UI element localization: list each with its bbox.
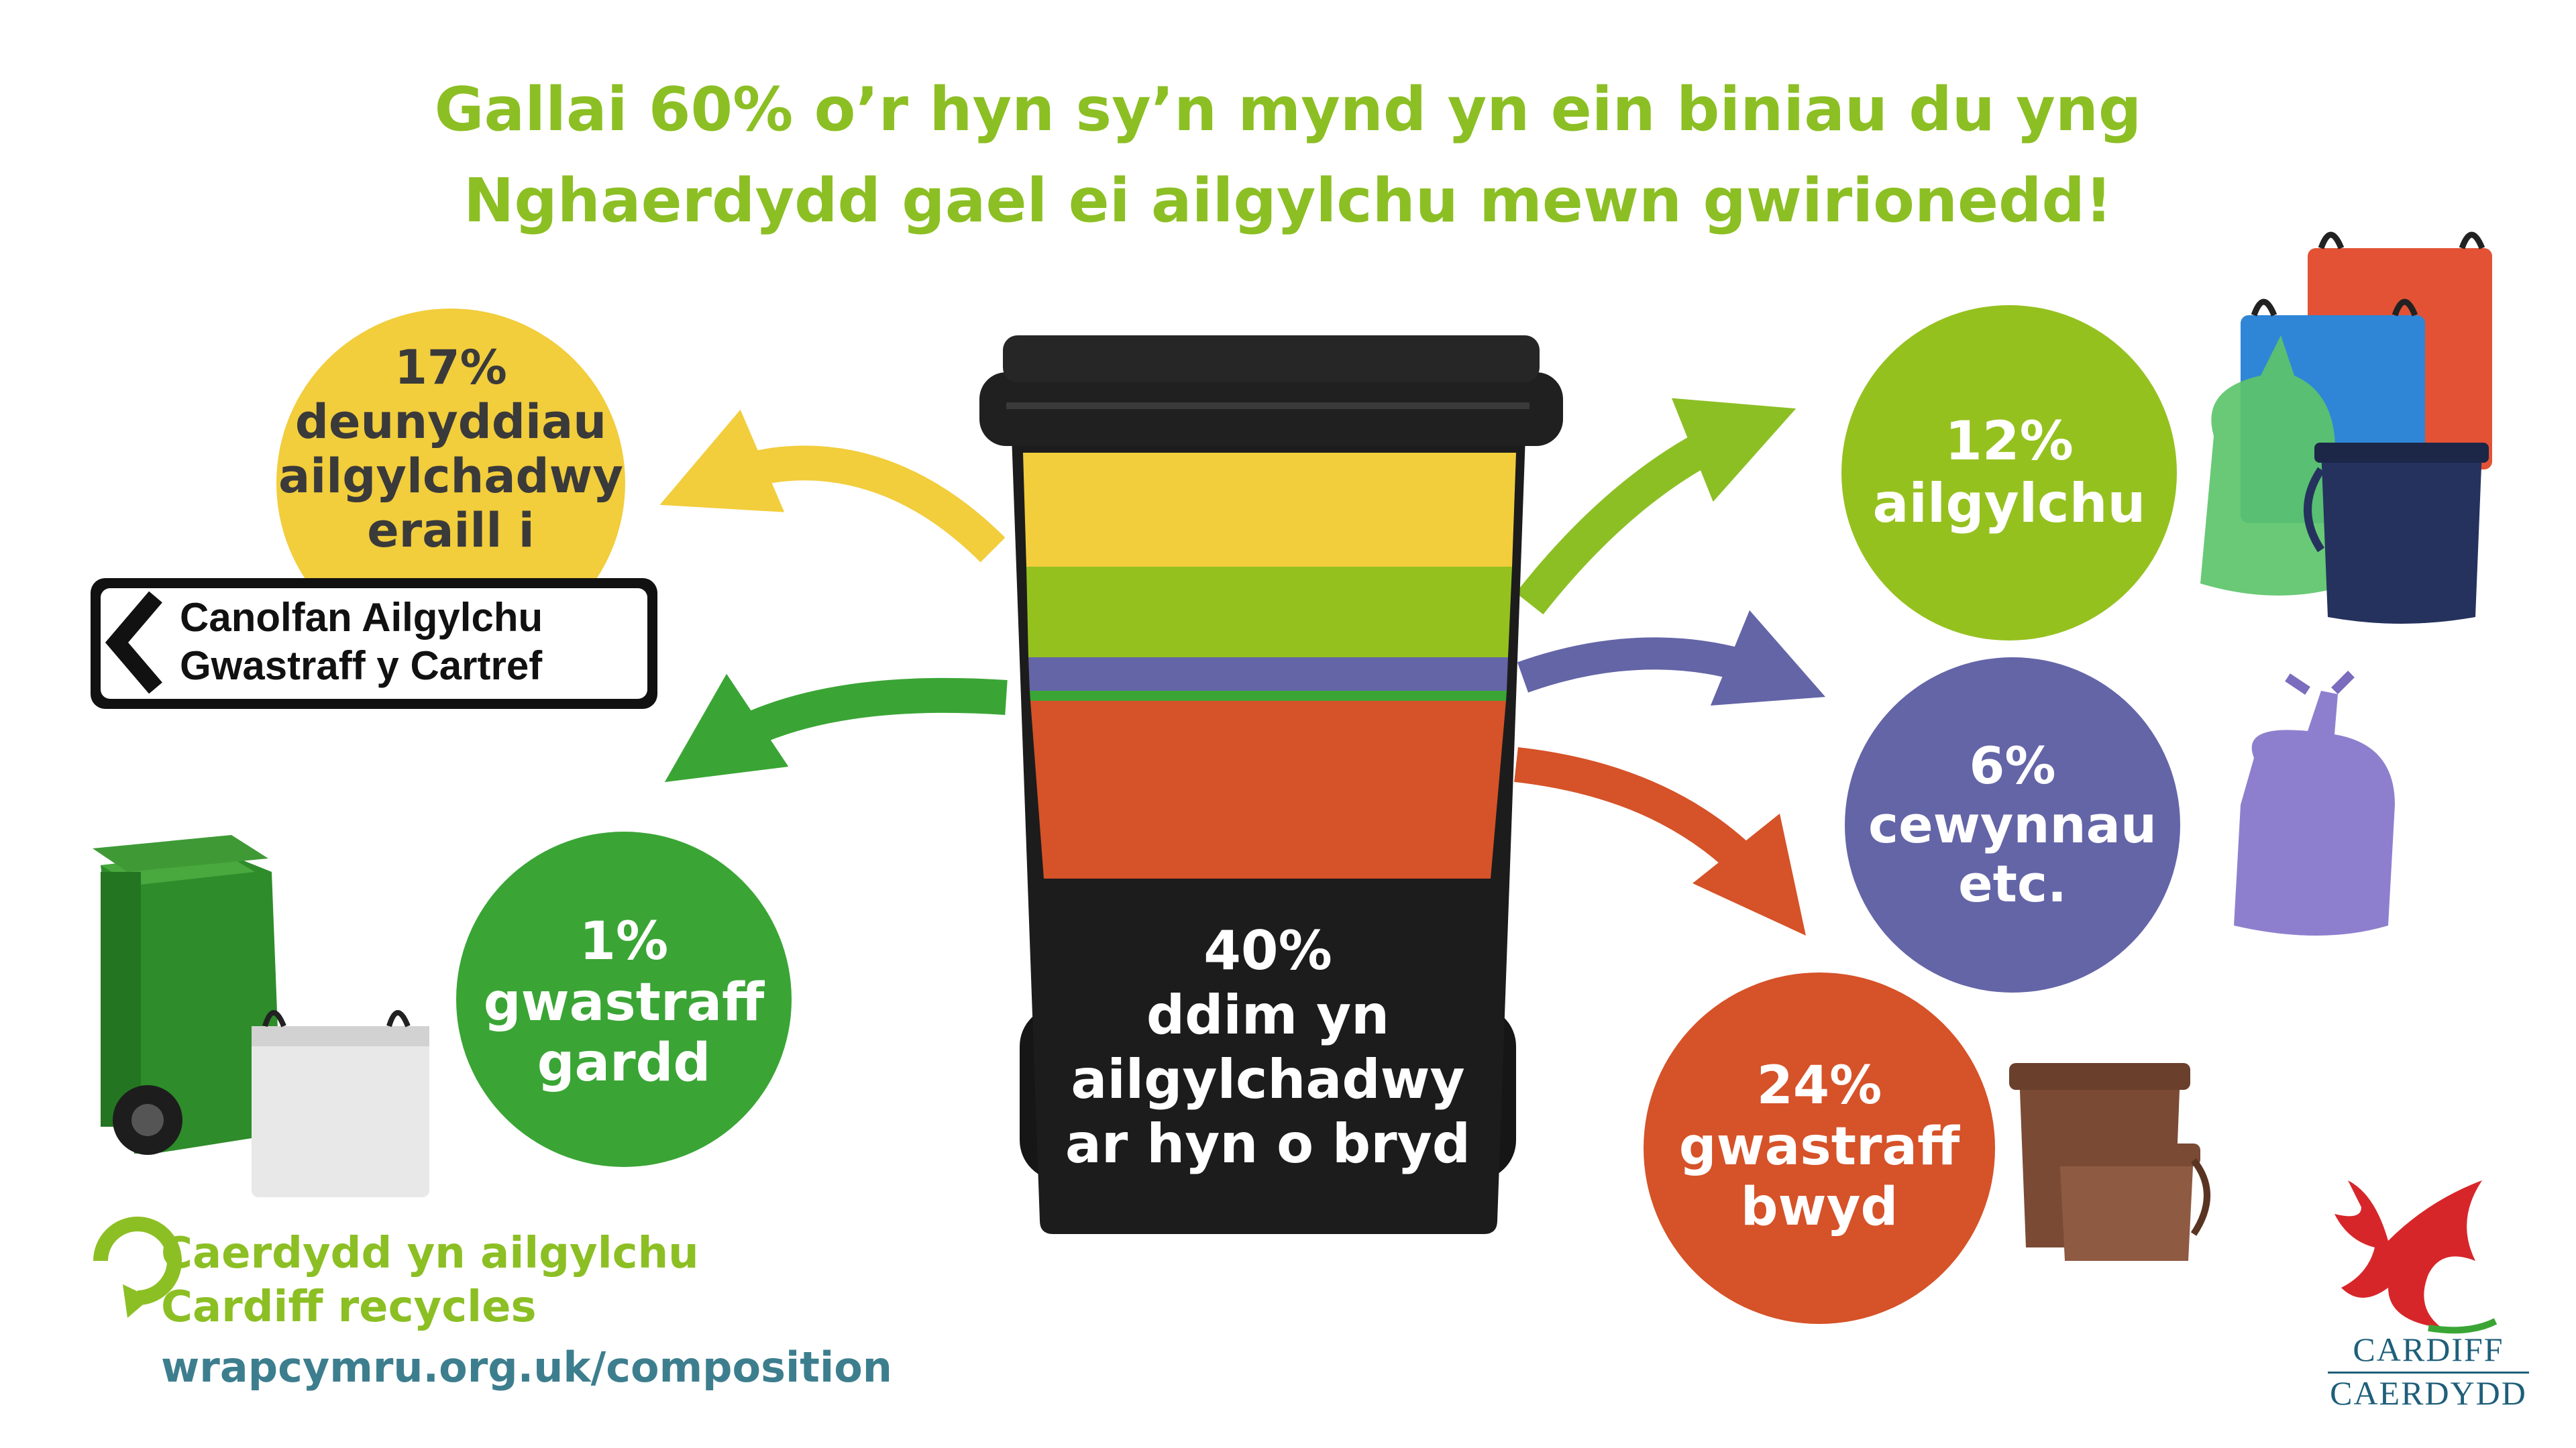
label-garden-waste: 1% gwastraff gardd [456,892,792,1113]
label-nappies: 6% cewynnau etc. [1845,711,2180,939]
sign-line-2: Gwastraff y Cartref [180,643,543,688]
text-other-recyclables-1: deunyddiau [294,394,607,449]
arrow-other-recyclables [659,409,1006,563]
text-recycling: ailgylchu [1872,472,2146,535]
welsh-dragon-icon [2334,1180,2498,1334]
arrow-nappies [1517,610,1826,706]
text-not-recyclable-1: ddim yn [1146,984,1390,1046]
arrow-garden-waste [664,673,1008,783]
nappy-bag [2234,671,2395,936]
text-not-recyclable-2: ailgylchadwy [1071,1048,1465,1111]
headline-line-1: Gallai 60% o’r hyn sy’n mynd yn ein bini… [434,74,2142,145]
label-food-waste: 24% gwastraff bwyd [1650,1033,1988,1261]
percent-garden-waste: 1% [579,911,669,972]
percent-nappies: 6% [1969,735,2056,795]
label-other-recyclables: 17% deunyddiau ailgylchadwy eraill i [276,335,625,563]
percent-food-waste: 24% [1756,1056,1882,1117]
circle-recycling [1841,305,2177,641]
headline-line-2: Nghaerdydd gael ei ailgylchu mewn gwirio… [464,166,2112,236]
recycling-bags [2200,231,2492,624]
logo-caerdydd: CAERDYDD [2328,1372,2529,1411]
label-not-recyclable: 40% ddim yn ailgylchadwy ar hyn o bryd [1026,919,1509,1176]
percent-recycling: 12% [1945,410,2074,473]
text-other-recyclables-3: eraill i [367,503,535,559]
arrow-recycling [1515,398,1796,615]
percent-not-recyclable: 40% [1203,920,1332,982]
recycle-arrow-icon [93,1217,182,1318]
sign-text: Canolfan Ailgylchu Gwastraff y Cartref [180,594,643,690]
green-garden-bin [93,835,282,1155]
sign-line-1: Canolfan Ailgylchu [180,595,543,640]
logo-cardiff: CARDIFF [2353,1331,2504,1368]
circle-other-recyclables [276,309,625,657]
percent-other-recyclables: 17% [394,339,507,395]
black-bin [979,335,1563,1234]
footer-welsh: Caerdydd yn ailgylchu [161,1229,699,1278]
circle-food-waste [1644,972,1995,1324]
text-food-waste-2: bwyd [1740,1177,1898,1238]
circle-nappies [1845,657,2180,993]
chevron-left-icon [105,591,162,694]
text-garden-waste-1: gwastraff [483,972,765,1033]
headline: Gallai 60% o’r hyn sy’n mynd yn ein bini… [282,64,2294,247]
text-nappies-1: cewynnau [1868,794,2157,854]
text-other-recyclables-2: ailgylchadwy [278,449,623,504]
food-caddies [2009,1063,2210,1261]
footer-english: Cardiff recycles [161,1282,537,1332]
circle-garden-waste [456,832,792,1167]
label-recycling: 12% ailgylchu [1841,372,2177,573]
text-garden-waste-2: gardd [537,1033,711,1094]
garden-waste-sack [252,1010,429,1197]
text-not-recyclable-3: ar hyn o bryd [1065,1113,1471,1175]
footer-url[interactable]: wrapcymru.org.uk/composition [161,1343,892,1392]
arrow-food-waste [1514,747,1806,936]
text-food-waste-1: gwastraff [1678,1116,1960,1177]
road-sign [91,578,657,709]
text-nappies-2: etc. [1958,854,2067,914]
